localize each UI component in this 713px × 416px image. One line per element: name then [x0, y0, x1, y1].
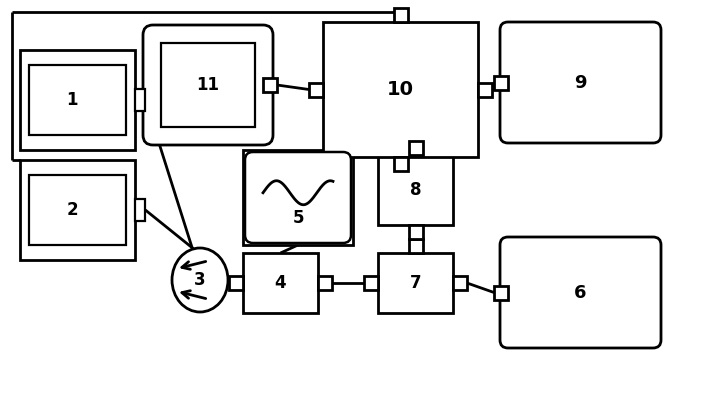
Bar: [409, 239, 423, 253]
Text: 11: 11: [197, 76, 220, 94]
Text: 10: 10: [387, 80, 414, 99]
Bar: [135, 199, 145, 221]
Bar: [453, 276, 467, 290]
Bar: [20, 160, 135, 260]
Bar: [478, 82, 492, 97]
Bar: [20, 50, 135, 150]
Bar: [378, 155, 453, 225]
Bar: [243, 253, 318, 313]
Bar: [29, 175, 125, 245]
Text: 6: 6: [574, 283, 587, 302]
Bar: [394, 157, 408, 171]
FancyBboxPatch shape: [500, 22, 661, 143]
Bar: [243, 150, 353, 245]
Bar: [29, 65, 125, 135]
FancyBboxPatch shape: [245, 152, 351, 243]
FancyBboxPatch shape: [500, 237, 661, 348]
Bar: [494, 75, 508, 89]
Bar: [229, 276, 243, 290]
Bar: [323, 22, 478, 157]
Text: 5: 5: [292, 209, 304, 228]
Bar: [161, 43, 255, 127]
Text: 7: 7: [410, 274, 421, 292]
Bar: [409, 141, 423, 155]
Bar: [135, 89, 145, 111]
Ellipse shape: [172, 248, 228, 312]
FancyBboxPatch shape: [143, 25, 273, 145]
Bar: [394, 8, 408, 22]
Text: 2: 2: [66, 201, 78, 219]
Text: 8: 8: [410, 181, 421, 199]
Bar: [378, 253, 453, 313]
Text: 9: 9: [574, 74, 587, 92]
Bar: [494, 285, 508, 300]
Bar: [364, 276, 378, 290]
Text: 3: 3: [194, 271, 206, 289]
Bar: [409, 225, 423, 239]
Bar: [263, 78, 277, 92]
Text: 1: 1: [66, 91, 78, 109]
Bar: [318, 276, 332, 290]
Bar: [309, 82, 323, 97]
Text: 4: 4: [275, 274, 287, 292]
